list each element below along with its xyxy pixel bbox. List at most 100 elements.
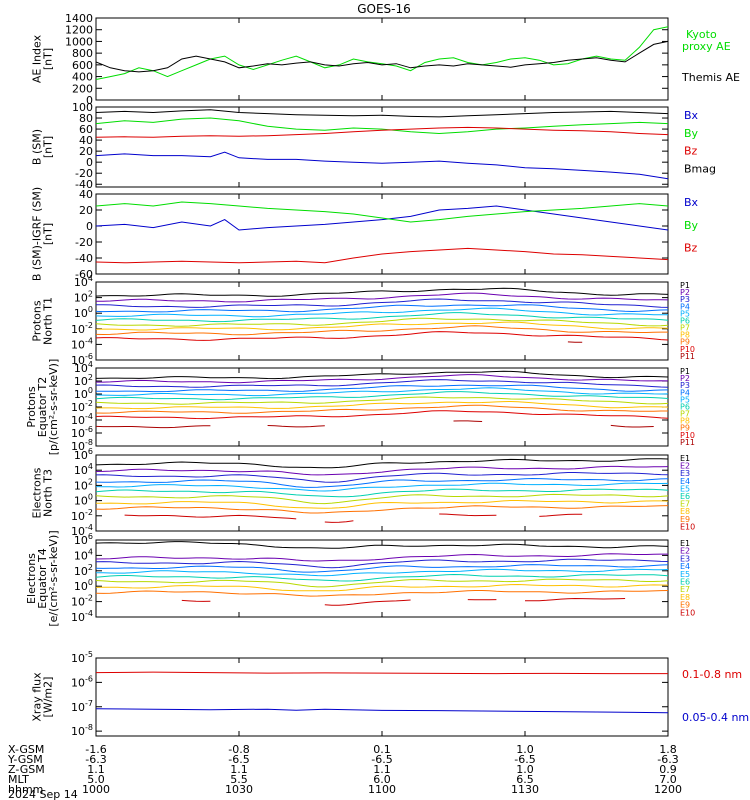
y-tick-label: 106: [74, 447, 93, 462]
footer-row-label: MLT: [8, 773, 29, 786]
legend-item-E10: E10: [680, 608, 695, 617]
footer-row-label: Z-GSM: [8, 763, 45, 776]
footer-cell: 5.5: [230, 773, 248, 786]
y-tick-label: 102: [74, 563, 93, 578]
series-line-P7: [96, 317, 668, 327]
legend-item-Bz: Bz: [684, 145, 698, 158]
y-tick-label: -60: [75, 268, 93, 281]
series-line-P2: [96, 292, 668, 303]
footer-cell: 5.0: [87, 773, 105, 786]
series-line-0.1-0.8 nm: [96, 671, 668, 675]
y-tick-label: 60: [79, 123, 93, 136]
footer-table: X-GSM Y-GSM Z-GSM MLT hhmm -1.6-6.31.15.…: [7, 743, 682, 800]
y-axis-label-line: [nT]: [42, 136, 55, 158]
series-line-P10: [96, 410, 668, 420]
y-tick-label: 800: [72, 47, 93, 60]
y-axis-label: ElectronsNorth T3: [31, 467, 55, 518]
footer-cell: -1.6: [85, 743, 106, 756]
y-tick-label: 200: [72, 82, 93, 95]
footer-cell: -0.8: [228, 743, 249, 756]
panel-series: [96, 541, 668, 606]
legend-item-P9: P9: [680, 338, 690, 347]
legend-item-E7: E7: [680, 585, 690, 594]
y-tick-label: 10-5: [71, 650, 93, 665]
series-line-Bx: [96, 151, 668, 180]
footer-cell: 1200: [654, 783, 682, 796]
y-axis-label: B (SM)[nT]: [31, 129, 55, 165]
footer-row-label: Y-GSM: [7, 753, 43, 766]
series-line-Bz: [96, 247, 668, 264]
legend-item-E3: E3: [680, 469, 690, 478]
footer-cell: 0.9: [659, 763, 677, 776]
y-axis-label: AE Index[nT]: [31, 34, 55, 83]
series-line-E10: [181, 599, 211, 602]
legend: 0.1-0.8 nm 0.05-0.4 nm: [682, 668, 749, 724]
legend-item-P4: P4: [680, 388, 690, 397]
y-tick-label: 100: [74, 578, 93, 593]
legend-item-E1: E1: [680, 539, 690, 548]
legend-label: 0.05-0.4 nm: [682, 711, 749, 724]
legend-item-E6: E6: [680, 578, 690, 587]
footer-cell: 1130: [511, 783, 539, 796]
legend-item-0.05-0.4 nm: 0.05-0.4 nm: [682, 711, 749, 724]
y-tick-label: 400: [72, 71, 93, 84]
series-line-E1: [96, 541, 668, 549]
y-axis-label-line: Equator T4: [36, 548, 49, 608]
legend-item-By: By: [684, 127, 699, 140]
panel-protons-t2: 10410210010-210-410-610-8ProtonsEquator …: [25, 359, 695, 456]
series-line-P4: [96, 384, 668, 393]
y-axis-label: ProtonsEquator T2[p/(cm²-s-sr-keV)]: [25, 359, 60, 456]
legend-item-E2: E2: [680, 547, 690, 556]
legend-item-Themis AE: Themis AE: [681, 71, 740, 84]
y-tick-label: 100: [74, 305, 93, 320]
series-line-Bx: [96, 205, 668, 231]
y-tick-label: 102: [74, 290, 93, 305]
legend-item-P1: P1: [680, 281, 690, 290]
footer-row-label: hhmm: [8, 783, 43, 796]
legend-item-E10: E10: [680, 522, 695, 531]
y-tick-label: 10-8: [71, 723, 93, 738]
legend-item-P7: P7: [680, 324, 690, 333]
y-tick-label: 600: [72, 59, 93, 72]
series-line-E10: [324, 599, 411, 606]
legend-item-E3: E3: [680, 554, 690, 563]
y-axis-label-line: [nT]: [42, 48, 55, 70]
legend-item-E1: E1: [680, 454, 690, 463]
y-tick-label: 10-2: [71, 508, 93, 523]
legend-item-P6: P6: [680, 316, 690, 325]
legend-item-P8: P8: [680, 417, 690, 426]
series-line-E5: [96, 568, 668, 577]
y-tick-label: -40: [75, 178, 93, 191]
legend-item-P10: P10: [680, 345, 695, 354]
legend-item-E6: E6: [680, 492, 690, 501]
panel-series: [96, 458, 668, 523]
legend-item-P9: P9: [680, 424, 690, 433]
legend-item-E5: E5: [680, 570, 690, 579]
y-tick-label: 100: [72, 101, 93, 114]
series-line-Bmag: [96, 109, 668, 118]
series-line-P3: [96, 298, 668, 308]
y-axis-label-line: [nT]: [42, 223, 55, 245]
legend-item-E5: E5: [680, 484, 690, 493]
y-axis-label-line: Protons: [31, 300, 44, 341]
legend-item-By: By: [684, 219, 699, 232]
series-line-E4: [96, 564, 668, 573]
y-tick-label: 0: [86, 94, 93, 107]
series-line-P9: [96, 325, 668, 336]
series-line-P8: [96, 400, 668, 410]
y-axis-label-line: Xray flux: [31, 672, 44, 722]
series-line-P11: [610, 424, 654, 428]
series-line-Bz: [96, 126, 668, 138]
y-axis-label-line: [W/m2]: [42, 677, 55, 718]
y-tick-label: 80: [79, 112, 93, 125]
series-line-E9: [96, 590, 668, 597]
series-line-P10: [96, 331, 668, 341]
series-line-E10: [539, 513, 583, 517]
legend-item-P7: P7: [680, 410, 690, 419]
y-tick-label: 10-7: [71, 699, 93, 714]
legend-item-P2: P2: [680, 374, 690, 383]
y-tick-label: 100: [74, 493, 93, 508]
series-line-0.05-0.4 nm: [96, 708, 668, 714]
